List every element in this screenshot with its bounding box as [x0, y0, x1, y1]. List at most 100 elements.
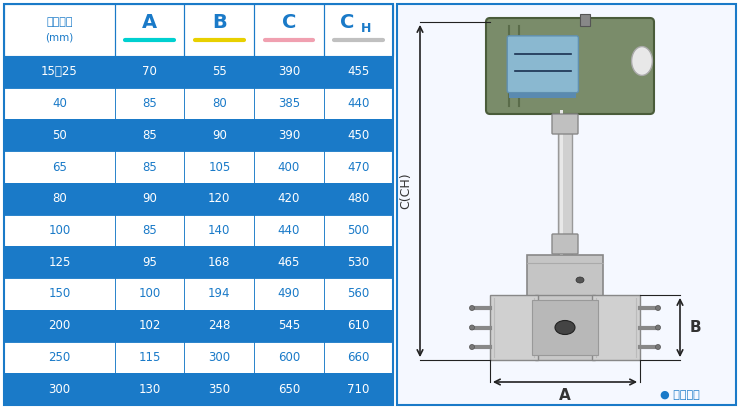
- Text: B: B: [690, 320, 702, 335]
- Text: 95: 95: [142, 256, 157, 269]
- Text: 80: 80: [212, 97, 226, 110]
- Text: 140: 140: [208, 224, 230, 237]
- Bar: [4, 246, 115, 278]
- Bar: [324, 246, 394, 278]
- Bar: [184, 246, 254, 278]
- Text: 65: 65: [52, 161, 67, 173]
- Bar: [4, 119, 115, 151]
- Text: 650: 650: [278, 383, 300, 396]
- Text: 85: 85: [142, 161, 157, 173]
- Ellipse shape: [576, 277, 584, 283]
- Bar: [4, 119, 115, 151]
- Text: 490: 490: [278, 288, 300, 301]
- Bar: [4, 342, 115, 373]
- Bar: [184, 183, 254, 215]
- Text: (mm): (mm): [45, 33, 73, 43]
- Bar: [4, 56, 115, 88]
- Bar: [115, 246, 184, 278]
- Bar: [115, 310, 184, 342]
- Bar: [184, 278, 254, 310]
- Text: 80: 80: [52, 192, 67, 205]
- Bar: [4, 151, 115, 183]
- Bar: [115, 151, 184, 183]
- Text: 85: 85: [142, 129, 157, 142]
- Text: 500: 500: [348, 224, 370, 237]
- Bar: [4, 310, 115, 342]
- Bar: [4, 215, 115, 246]
- Text: ● 常规仪表: ● 常规仪表: [660, 390, 700, 400]
- Bar: [324, 246, 394, 278]
- Bar: [184, 4, 254, 56]
- Ellipse shape: [656, 344, 661, 350]
- Text: 450: 450: [348, 129, 370, 142]
- Text: 250: 250: [48, 351, 70, 364]
- Text: 120: 120: [208, 192, 230, 205]
- Bar: [254, 246, 324, 278]
- Bar: [115, 278, 184, 310]
- Bar: [254, 151, 324, 183]
- Bar: [324, 56, 394, 88]
- Bar: [254, 215, 324, 246]
- Text: 50: 50: [52, 129, 67, 142]
- Bar: [254, 4, 324, 56]
- Bar: [115, 88, 184, 119]
- Bar: [4, 246, 115, 278]
- Bar: [4, 373, 115, 405]
- Bar: [184, 342, 254, 373]
- Bar: [4, 151, 115, 183]
- Ellipse shape: [656, 325, 661, 330]
- Bar: [580, 14, 590, 26]
- Bar: [115, 119, 184, 151]
- Bar: [115, 373, 184, 405]
- FancyBboxPatch shape: [507, 36, 579, 93]
- Text: 仪表口径: 仪表口径: [46, 17, 73, 27]
- Text: 85: 85: [142, 224, 157, 237]
- Text: 480: 480: [348, 192, 370, 205]
- Text: 560: 560: [348, 288, 370, 301]
- Text: 660: 660: [347, 351, 370, 364]
- Ellipse shape: [656, 306, 661, 310]
- Bar: [532, 300, 598, 355]
- Text: 545: 545: [278, 319, 300, 332]
- Bar: [254, 88, 324, 119]
- Bar: [324, 56, 394, 88]
- Text: 440: 440: [347, 97, 370, 110]
- Text: C: C: [282, 13, 296, 31]
- Bar: [184, 56, 254, 88]
- Ellipse shape: [469, 344, 474, 350]
- Ellipse shape: [555, 321, 575, 335]
- Bar: [254, 373, 324, 405]
- Text: 390: 390: [278, 65, 300, 79]
- Bar: [254, 310, 324, 342]
- Ellipse shape: [469, 325, 474, 330]
- Bar: [324, 310, 394, 342]
- Bar: [558, 110, 572, 255]
- Bar: [4, 4, 393, 56]
- Text: 200: 200: [48, 319, 70, 332]
- Bar: [115, 215, 184, 246]
- Bar: [4, 183, 115, 215]
- Bar: [115, 246, 184, 278]
- Bar: [184, 246, 254, 278]
- Bar: [324, 373, 394, 405]
- Bar: [4, 88, 115, 119]
- Bar: [115, 56, 184, 88]
- Bar: [254, 278, 324, 310]
- Bar: [115, 373, 184, 405]
- Bar: [324, 119, 394, 151]
- Bar: [324, 151, 394, 183]
- Bar: [254, 373, 324, 405]
- Bar: [254, 56, 324, 88]
- Bar: [184, 88, 254, 119]
- Bar: [527, 255, 603, 305]
- Text: 610: 610: [347, 319, 370, 332]
- Bar: [184, 342, 254, 373]
- Bar: [592, 295, 640, 360]
- Bar: [254, 246, 324, 278]
- Text: 400: 400: [278, 161, 300, 173]
- Bar: [254, 215, 324, 246]
- Text: 465: 465: [278, 256, 300, 269]
- Bar: [324, 215, 394, 246]
- Bar: [324, 151, 394, 183]
- Text: 300: 300: [208, 351, 230, 364]
